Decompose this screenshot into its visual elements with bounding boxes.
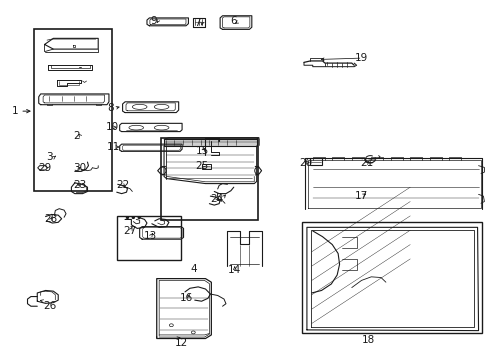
Text: 13: 13 (144, 231, 157, 241)
Text: 9: 9 (150, 17, 156, 27)
Text: 8: 8 (107, 103, 113, 113)
Text: 29: 29 (38, 163, 51, 173)
Text: 30: 30 (73, 163, 86, 173)
Circle shape (132, 217, 134, 219)
Text: 14: 14 (227, 265, 241, 275)
Text: 12: 12 (175, 338, 188, 348)
Text: 5: 5 (215, 193, 222, 203)
Text: 4: 4 (190, 264, 197, 274)
Bar (309, 158, 322, 165)
Text: 20: 20 (299, 158, 312, 168)
Text: 22: 22 (117, 180, 130, 190)
Text: 1: 1 (11, 106, 18, 116)
Text: 7: 7 (193, 18, 200, 28)
Text: 25: 25 (195, 161, 208, 171)
Text: 18: 18 (361, 334, 374, 345)
Bar (117, 216, 181, 260)
Bar (302, 222, 482, 333)
Text: 11: 11 (107, 142, 120, 152)
Bar (160, 138, 258, 220)
Text: 10: 10 (106, 122, 119, 132)
Text: 28: 28 (44, 214, 58, 224)
Text: 15: 15 (195, 146, 208, 156)
Circle shape (138, 217, 140, 219)
Circle shape (126, 217, 128, 219)
Text: 26: 26 (43, 301, 57, 311)
Bar (34, 30, 112, 192)
Text: 6: 6 (230, 17, 237, 27)
Text: 19: 19 (354, 53, 367, 63)
Text: 3: 3 (46, 152, 53, 162)
Text: 17: 17 (354, 191, 367, 201)
Text: 2: 2 (73, 131, 80, 141)
Bar (201, 164, 211, 168)
Text: 21: 21 (360, 158, 373, 168)
Text: 23: 23 (73, 180, 86, 190)
Text: 27: 27 (123, 226, 137, 236)
Text: 16: 16 (180, 293, 193, 303)
Text: 24: 24 (210, 194, 223, 204)
